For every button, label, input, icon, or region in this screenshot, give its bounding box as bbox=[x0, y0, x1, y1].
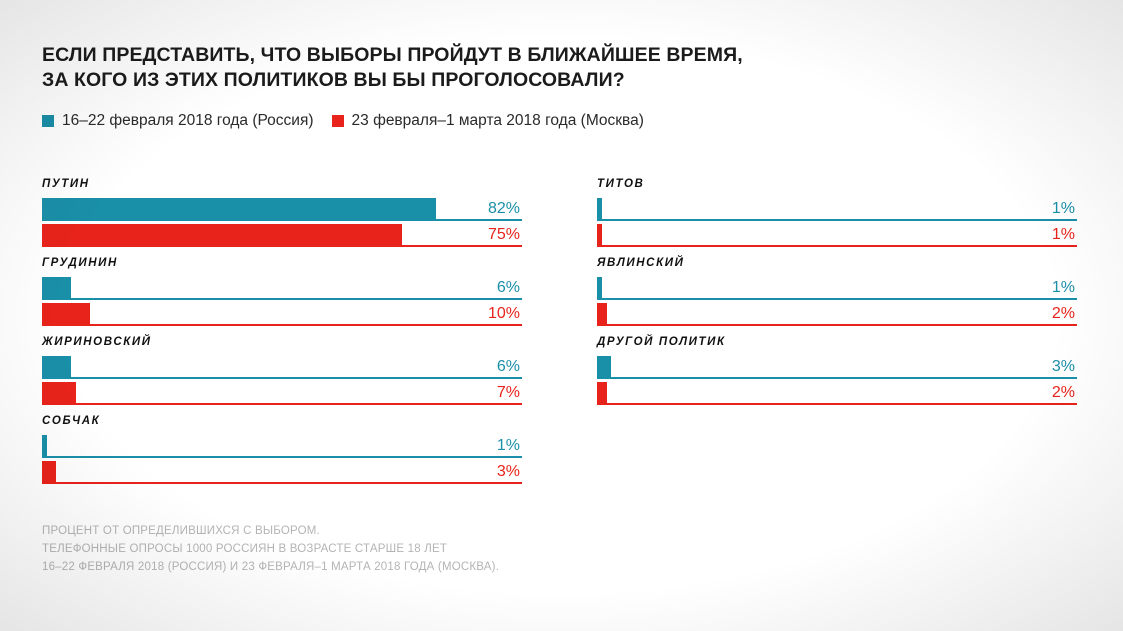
bar-row-russia: 1% bbox=[597, 277, 1077, 300]
bar-row-russia: 3% bbox=[597, 356, 1077, 379]
legend-item-moscow: 23 февраля–1 марта 2018 года (Москва) bbox=[331, 112, 644, 130]
bar-russia bbox=[597, 277, 602, 300]
bar-row-russia: 82% bbox=[42, 198, 522, 221]
bar-moscow bbox=[42, 382, 76, 405]
bar-value-label: 2% bbox=[1051, 384, 1075, 401]
bar-baseline bbox=[597, 245, 1077, 247]
chart-column-left: ПУТИН 82% 75% ГРУДИНИН 6% 10% ЖИРИНОВСКИЙ 6% 7% С… bbox=[42, 176, 522, 496]
bar-russia bbox=[42, 198, 436, 221]
bar-baseline bbox=[597, 219, 1077, 221]
bar-row-moscow: 75% bbox=[42, 224, 522, 247]
candidate-label: ДРУГОЙ ПОЛИТИК bbox=[597, 336, 726, 348]
legend-swatch-moscow bbox=[331, 115, 344, 127]
bar-russia bbox=[42, 356, 71, 379]
bar-baseline bbox=[42, 482, 522, 484]
bar-value-label: 75% bbox=[487, 226, 520, 243]
chart-title-line-1: ЕСЛИ ПРЕДСТАВИТЬ, ЧТО ВЫБОРЫ ПРОЙДУТ В Б… bbox=[42, 44, 743, 66]
bar-value-label: 10% bbox=[487, 305, 520, 322]
footnote-line-1: ПРОЦЕНТ ОТ ОПРЕДЕЛИВШИХСЯ С ВЫБОРОМ. bbox=[42, 525, 320, 537]
bar-value-label: 3% bbox=[496, 463, 520, 480]
footnote: ПРОЦЕНТ ОТ ОПРЕДЕЛИВШИХСЯ С ВЫБОРОМ. ТЕЛ… bbox=[42, 522, 499, 576]
footnote-line-2: ТЕЛЕФОННЫЕ ОПРОСЫ 1000 РОССИЯН В ВОЗРАСТ… bbox=[42, 543, 448, 555]
bar-row-russia: 6% bbox=[42, 356, 522, 379]
bar-value-label: 1% bbox=[1051, 279, 1075, 296]
candidate-label: ТИТОВ bbox=[597, 178, 645, 190]
bar-moscow bbox=[42, 461, 57, 484]
legend-item-russia: 16–22 февраля 2018 года (Россия) bbox=[42, 112, 314, 130]
bar-row-moscow: 7% bbox=[42, 382, 522, 405]
bar-moscow bbox=[597, 382, 607, 405]
bar-row-russia: 6% bbox=[42, 277, 522, 300]
legend-swatch-russia bbox=[42, 115, 54, 127]
bar-moscow bbox=[42, 224, 402, 247]
chart-title: ЕСЛИ ПРЕДСТАВИТЬ, ЧТО ВЫБОРЫ ПРОЙДУТ В Б… bbox=[42, 43, 743, 93]
bar-row-moscow: 10% bbox=[42, 303, 522, 326]
bar-value-label: 2% bbox=[1051, 305, 1075, 322]
bar-row-moscow: 2% bbox=[597, 303, 1077, 326]
bar-russia bbox=[42, 277, 71, 300]
bar-baseline bbox=[597, 403, 1077, 405]
bar-value-label: 7% bbox=[496, 384, 520, 401]
chart-title-line-2: ЗА КОГО ИЗ ЭТИХ ПОЛИТИКОВ ВЫ БЫ ПРОГОЛОС… bbox=[42, 69, 625, 91]
bar-row-moscow: 2% bbox=[597, 382, 1077, 405]
legend: 16–22 февраля 2018 года (Россия) 23 февр… bbox=[42, 112, 662, 130]
candidate-label: ЖИРИНОВСКИЙ bbox=[42, 336, 152, 348]
bar-row-russia: 1% bbox=[597, 198, 1077, 221]
bar-baseline bbox=[42, 377, 522, 379]
bar-value-label: 6% bbox=[496, 358, 520, 375]
bar-value-label: 1% bbox=[1051, 200, 1075, 217]
bar-row-russia: 1% bbox=[42, 435, 522, 458]
bar-baseline bbox=[597, 298, 1077, 300]
legend-label-moscow: 23 февраля–1 марта 2018 года (Москва) bbox=[351, 112, 644, 129]
bar-baseline bbox=[42, 324, 522, 326]
candidate-label: ПУТИН bbox=[42, 178, 90, 190]
candidate-label: ЯВЛИНСКИЙ bbox=[597, 257, 685, 269]
candidate-label: СОБЧАК bbox=[42, 415, 101, 427]
bar-baseline bbox=[42, 456, 522, 458]
bar-value-label: 3% bbox=[1051, 358, 1075, 375]
bar-value-label: 1% bbox=[496, 437, 520, 454]
bar-russia bbox=[597, 198, 602, 221]
bar-value-label: 82% bbox=[487, 200, 520, 217]
chart-column-right: ТИТОВ 1% 1% ЯВЛИНСКИЙ 1% 2% ДРУГОЙ ПОЛИТИК 3% 2% bbox=[597, 176, 1077, 416]
legend-label-russia: 16–22 февраля 2018 года (Россия) bbox=[62, 112, 314, 129]
bar-moscow bbox=[597, 303, 607, 326]
bar-row-moscow: 3% bbox=[42, 461, 522, 484]
candidate-label: ГРУДИНИН bbox=[42, 257, 118, 269]
bar-russia bbox=[42, 435, 47, 458]
footnote-line-3: 16–22 ФЕВРАЛЯ 2018 (РОССИЯ) И 23 ФЕВРАЛЯ… bbox=[42, 561, 500, 573]
bar-baseline bbox=[597, 377, 1077, 379]
bar-russia bbox=[597, 356, 612, 379]
bar-baseline bbox=[42, 403, 522, 405]
bar-value-label: 6% bbox=[496, 279, 520, 296]
bar-row-moscow: 1% bbox=[597, 224, 1077, 247]
bar-moscow bbox=[42, 303, 90, 326]
bar-moscow bbox=[597, 224, 602, 247]
bar-baseline bbox=[42, 298, 522, 300]
bar-baseline bbox=[597, 324, 1077, 326]
bar-value-label: 1% bbox=[1051, 226, 1075, 243]
